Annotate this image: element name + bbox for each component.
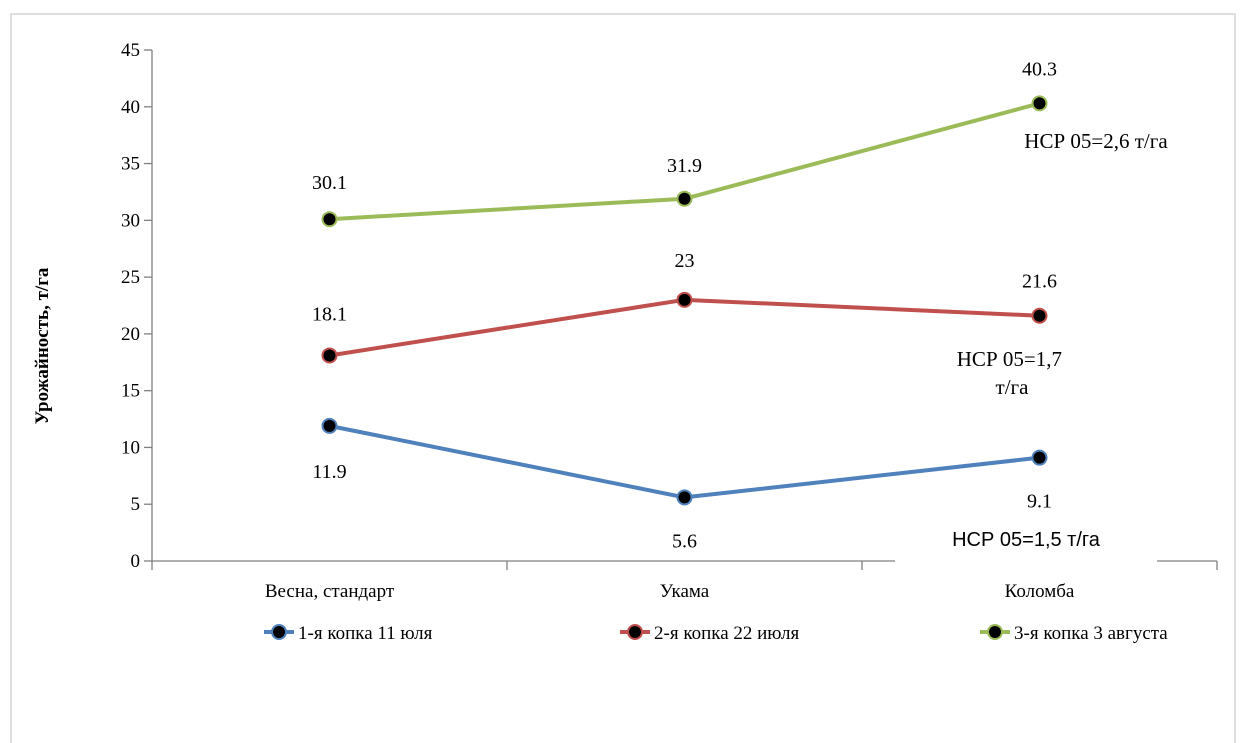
y-tick-label: 0 — [131, 551, 141, 572]
y-tick-label: 35 — [121, 154, 140, 175]
legend-marker — [627, 624, 643, 640]
series-2-point — [1031, 307, 1048, 324]
data-label: 11.9 — [312, 461, 346, 483]
data-label: 9.1 — [1027, 491, 1052, 513]
series-1 — [321, 417, 1048, 506]
series-1-point — [1031, 449, 1048, 466]
lsd-annotation-3-text: НСР 05=2,6 т/га — [1024, 129, 1168, 153]
series-1-point — [676, 489, 693, 506]
legend-label: 3-я копка 3 августа — [1014, 623, 1168, 644]
lsd-annotation-1-text: НСР 05=1,5 т/га — [952, 529, 1101, 551]
y-tick-label: 15 — [121, 381, 140, 402]
y-tick-label: 25 — [121, 267, 140, 288]
series-layer — [321, 95, 1048, 506]
series-3-point — [321, 211, 338, 228]
data-label: 40.3 — [1022, 58, 1057, 80]
y-tick-label: 20 — [121, 324, 140, 345]
x-axis: Весна, стандарт Укама Коломба — [151, 560, 1218, 602]
lsd-annotation-series-1: НСР 05=1,5 т/га — [895, 516, 1157, 564]
data-label: 18.1 — [312, 303, 347, 325]
y-tick-label: 10 — [121, 437, 140, 458]
series-3 — [321, 95, 1048, 228]
lsd-annotation-series-2: НСР 05=1,7 т/га — [957, 347, 1067, 399]
y-tick-label: 45 — [121, 40, 140, 61]
series-2-point — [321, 347, 338, 364]
legend-item-2: 2-я копка 22 июля — [620, 623, 799, 644]
legend-marker — [987, 624, 1003, 640]
series-3-point — [676, 190, 693, 207]
legend-label: 1-я копка 11 юля — [298, 623, 433, 644]
series-2 — [321, 291, 1048, 364]
legend: 1-я копка 11 юля 2-я копка 22 июля 3-я коп… — [264, 623, 1168, 644]
y-tick-label: 40 — [121, 97, 140, 118]
lsd-annotation-2-line2: т/га — [996, 375, 1030, 399]
x-tick-label: Укама — [660, 581, 710, 602]
y-tick-label: 30 — [121, 210, 140, 231]
chart-frame — [10, 13, 1236, 743]
legend-item-3: 3-я копка 3 августа — [980, 623, 1168, 644]
data-label-layer: 11.9 5.6 9.1 18.1 23 21.6 30.1 31.9 40.3 — [312, 58, 1057, 552]
lsd-annotation-2-text: НСР 05=1,7 т/га — [957, 347, 1067, 399]
data-label: 30.1 — [312, 172, 347, 194]
lsd-annotation-series-3: НСР 05=2,6 т/га — [1024, 129, 1168, 153]
lsd-annotation-2-line1: НСР 05=1,7 — [957, 347, 1062, 371]
y-axis-label: Урожайность, т/га — [32, 267, 53, 424]
series-3-point — [1031, 95, 1048, 112]
lsd-annotation-1-box — [895, 516, 1157, 564]
x-tick-label: Коломба — [1005, 581, 1075, 602]
data-label: 23 — [675, 250, 695, 272]
series-2-point — [676, 291, 693, 308]
data-label: 5.6 — [672, 530, 697, 552]
data-label: 21.6 — [1022, 271, 1057, 293]
series-1-point — [321, 417, 338, 434]
y-axis: 0 5 10 15 20 25 30 35 40 45 — [121, 40, 153, 572]
legend-marker — [271, 624, 287, 640]
legend-label: 2-я копка 22 июля — [654, 623, 799, 644]
y-tick-label: 5 — [131, 494, 141, 515]
x-tick-label: Весна, стандарт — [265, 581, 395, 602]
legend-item-1: 1-я копка 11 юля — [264, 623, 433, 644]
data-label: 31.9 — [667, 155, 702, 177]
